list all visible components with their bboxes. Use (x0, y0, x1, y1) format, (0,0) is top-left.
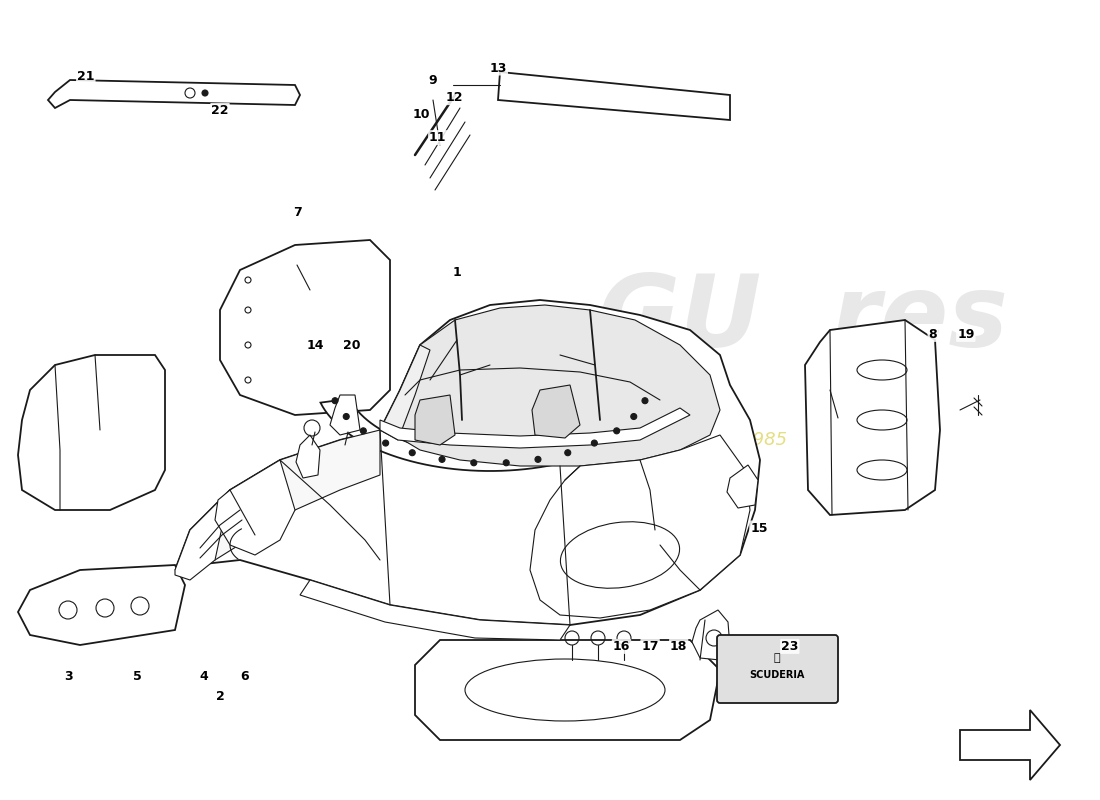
Text: SCUDERIA: SCUDERIA (749, 670, 805, 680)
Polygon shape (300, 580, 570, 640)
Polygon shape (415, 640, 720, 740)
Text: 8: 8 (928, 328, 937, 341)
Text: 23: 23 (781, 640, 799, 653)
Text: 16: 16 (613, 640, 630, 653)
Text: 7: 7 (293, 206, 301, 218)
Text: 6: 6 (240, 670, 249, 682)
Polygon shape (379, 408, 690, 448)
Circle shape (630, 414, 637, 419)
Polygon shape (18, 355, 165, 510)
Circle shape (614, 428, 619, 434)
Text: 🐴: 🐴 (773, 653, 780, 663)
Polygon shape (220, 240, 390, 415)
Polygon shape (530, 435, 750, 618)
Text: 3: 3 (64, 670, 73, 682)
Circle shape (343, 414, 349, 419)
Text: 12: 12 (446, 91, 463, 104)
Circle shape (332, 398, 338, 404)
Polygon shape (805, 320, 940, 515)
Polygon shape (415, 395, 455, 445)
Text: 21: 21 (77, 70, 95, 82)
Text: passion for parts since 1985: passion for parts since 1985 (532, 431, 788, 449)
Polygon shape (175, 490, 230, 580)
Text: 11: 11 (429, 131, 447, 144)
Polygon shape (175, 300, 760, 625)
Circle shape (202, 90, 208, 96)
Text: 14: 14 (307, 339, 324, 352)
FancyBboxPatch shape (717, 635, 838, 703)
Polygon shape (960, 710, 1060, 780)
Polygon shape (692, 610, 730, 660)
Circle shape (383, 440, 388, 446)
Circle shape (471, 460, 476, 466)
Text: 1: 1 (452, 266, 461, 278)
Text: 13: 13 (490, 62, 507, 74)
Polygon shape (392, 305, 720, 466)
Polygon shape (214, 460, 295, 555)
Polygon shape (379, 345, 430, 440)
Circle shape (361, 428, 366, 434)
Text: 18: 18 (670, 640, 688, 653)
Polygon shape (498, 72, 730, 120)
Polygon shape (330, 395, 360, 435)
Text: 5: 5 (133, 670, 142, 682)
Polygon shape (320, 398, 660, 471)
Text: 4: 4 (199, 670, 208, 682)
Circle shape (642, 398, 648, 404)
Polygon shape (48, 80, 300, 108)
Circle shape (535, 456, 541, 462)
Polygon shape (175, 430, 380, 570)
Text: 17: 17 (641, 640, 659, 653)
Text: GU  res: GU res (598, 271, 1008, 369)
Text: 22: 22 (211, 104, 229, 117)
Text: 15: 15 (750, 522, 768, 534)
Polygon shape (727, 465, 758, 508)
Circle shape (439, 456, 446, 462)
Polygon shape (18, 565, 185, 645)
Circle shape (409, 450, 415, 456)
Text: 19: 19 (957, 328, 975, 341)
Polygon shape (296, 435, 320, 478)
Circle shape (564, 450, 571, 456)
Text: 20: 20 (343, 339, 361, 352)
Circle shape (592, 440, 597, 446)
Text: 9: 9 (428, 74, 437, 86)
Polygon shape (532, 385, 580, 438)
Circle shape (503, 460, 509, 466)
Text: 2: 2 (216, 690, 224, 702)
Text: 10: 10 (412, 108, 430, 121)
